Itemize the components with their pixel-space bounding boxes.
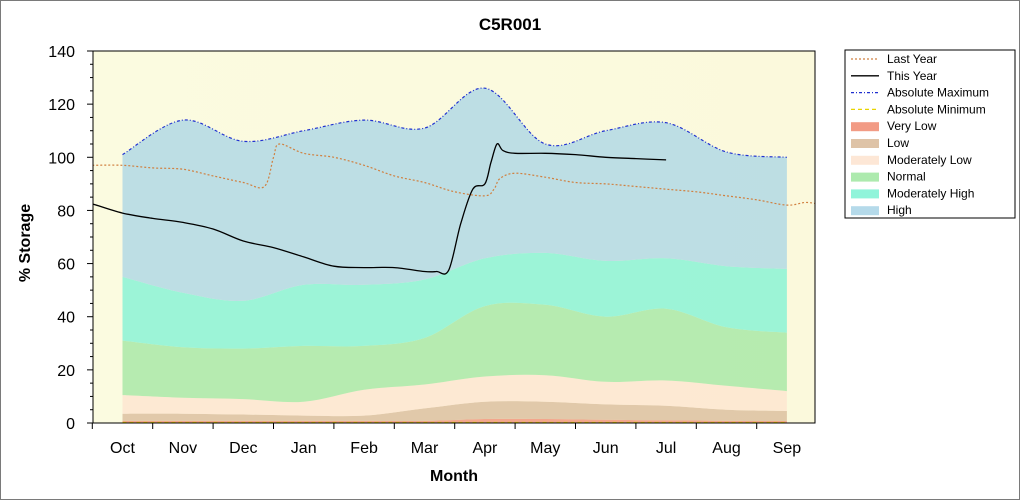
legend-label: Absolute Minimum bbox=[887, 102, 986, 116]
y-tick-label: 120 bbox=[48, 97, 75, 114]
x-tick-label: Feb bbox=[350, 440, 378, 457]
legend-label: Very Low bbox=[887, 119, 937, 133]
y-axis-title: % Storage bbox=[17, 204, 34, 282]
y-tick-label: 40 bbox=[57, 310, 75, 327]
band-moderately-high bbox=[122, 252, 787, 349]
y-tick-label: 140 bbox=[48, 44, 75, 61]
x-axis-title: Month bbox=[430, 468, 478, 485]
legend-swatch-moderately-high bbox=[851, 189, 879, 199]
x-tick-label: Aug bbox=[712, 440, 740, 457]
legend-label: Moderately Low bbox=[887, 153, 972, 167]
x-tick-label: Nov bbox=[169, 440, 197, 457]
band-moderately-low bbox=[122, 374, 787, 417]
chart-title: C5R001 bbox=[479, 15, 541, 34]
x-tick-label: Mar bbox=[411, 440, 439, 457]
y-axis: 0 20 40 60 80 100 120 140 bbox=[48, 44, 93, 433]
band-layer bbox=[122, 88, 787, 423]
x-tick-label: Sep bbox=[773, 440, 802, 457]
x-axis: Oct Nov Dec Jan Feb Mar Apr May Jun Jul Aug Sep bbox=[91, 423, 802, 457]
series-last-year-line bbox=[93, 143, 815, 206]
x-tick-label: Apr bbox=[472, 440, 498, 457]
legend-swatch-very-low bbox=[851, 122, 879, 132]
y-tick-label: 80 bbox=[57, 203, 75, 220]
band-high bbox=[122, 88, 787, 302]
x-tick-label: Dec bbox=[229, 440, 257, 457]
series-absolute-maximum-line bbox=[122, 87, 787, 158]
legend-label: Normal bbox=[887, 170, 926, 184]
legend-swatch-normal bbox=[851, 172, 879, 182]
series-this-year-line bbox=[93, 142, 667, 275]
legend-label: Moderately High bbox=[887, 186, 974, 200]
legend-label: This Year bbox=[887, 69, 937, 83]
legend-swatch-high bbox=[851, 206, 879, 216]
y-tick-label: 0 bbox=[66, 416, 75, 433]
band-low bbox=[122, 401, 787, 422]
legend-label: High bbox=[887, 203, 912, 217]
x-tick-label: Jul bbox=[656, 440, 676, 457]
legend-swatch-low bbox=[851, 139, 879, 148]
legend-label: Absolute Maximum bbox=[887, 86, 989, 100]
x-tick-label: Oct bbox=[110, 440, 135, 457]
y-tick-label: 60 bbox=[57, 257, 75, 274]
band-normal bbox=[122, 302, 787, 403]
legend-label: Last Year bbox=[887, 52, 937, 66]
x-tick-label: Jun bbox=[593, 440, 619, 457]
x-tick-label: May bbox=[530, 440, 560, 457]
legend-label: Low bbox=[887, 136, 909, 150]
legend: Last Year This Year Absolute Maximum Absolu… bbox=[844, 49, 1016, 219]
y-tick-label: 100 bbox=[48, 150, 75, 167]
legend-swatch-moderately-low bbox=[851, 155, 879, 165]
y-tick-label: 20 bbox=[57, 363, 75, 380]
x-tick-label: Jan bbox=[291, 440, 317, 457]
